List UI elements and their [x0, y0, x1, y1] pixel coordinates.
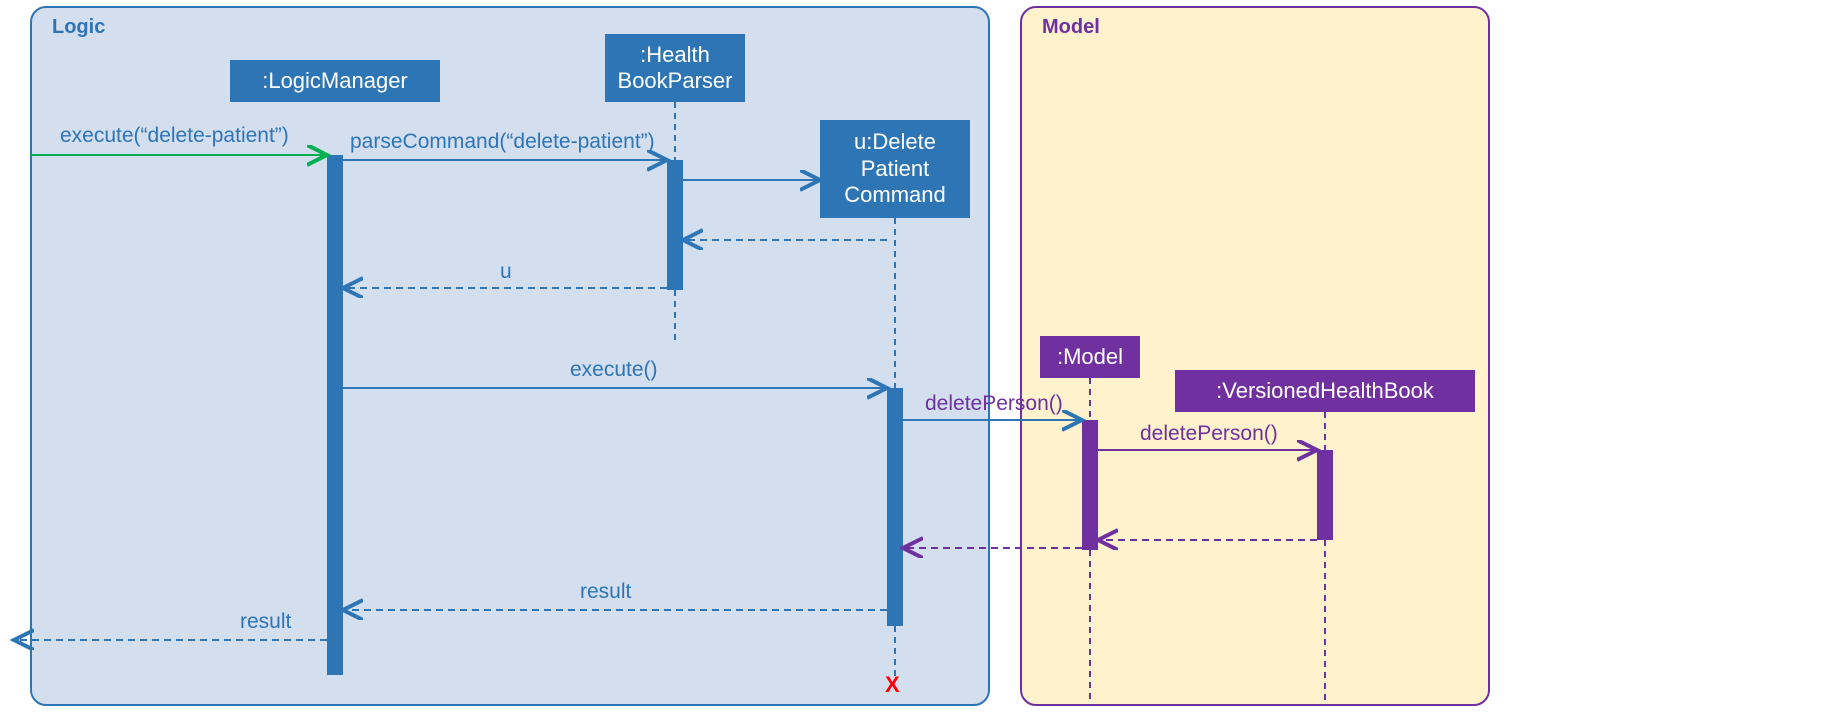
lifeline-logicmanager: :LogicManager	[230, 60, 440, 102]
message-label-m12: result	[240, 610, 291, 634]
frame-logic: Logic	[30, 6, 990, 706]
frame-logic-label: Logic	[52, 16, 105, 39]
activation-logicmanager	[327, 155, 343, 675]
message-label-m2: parseCommand(“delete-patient”)	[350, 130, 655, 154]
activation-model	[1082, 420, 1098, 550]
lifeline-model: :Model	[1040, 336, 1140, 378]
destruction-x: X	[885, 672, 900, 698]
message-label-m7: deletePerson()	[925, 392, 1063, 416]
activation-parser	[667, 160, 683, 290]
activation-vhb	[1317, 450, 1333, 540]
message-label-m1: execute(“delete-patient”)	[60, 124, 289, 148]
lifeline-healthbookparser: :HealthBookParser	[605, 34, 745, 102]
lifeline-deletepatientcmd: u:DeletePatientCommand	[820, 120, 970, 218]
message-label-m6: execute()	[570, 358, 658, 382]
message-label-m5: u	[500, 260, 512, 284]
activation-cmd	[887, 388, 903, 626]
message-label-m11: result	[580, 580, 631, 604]
frame-model-label: Model	[1042, 16, 1100, 39]
lifeline-versionedhealthbook: :VersionedHealthBook	[1175, 370, 1475, 412]
message-label-m8: deletePerson()	[1140, 422, 1278, 446]
